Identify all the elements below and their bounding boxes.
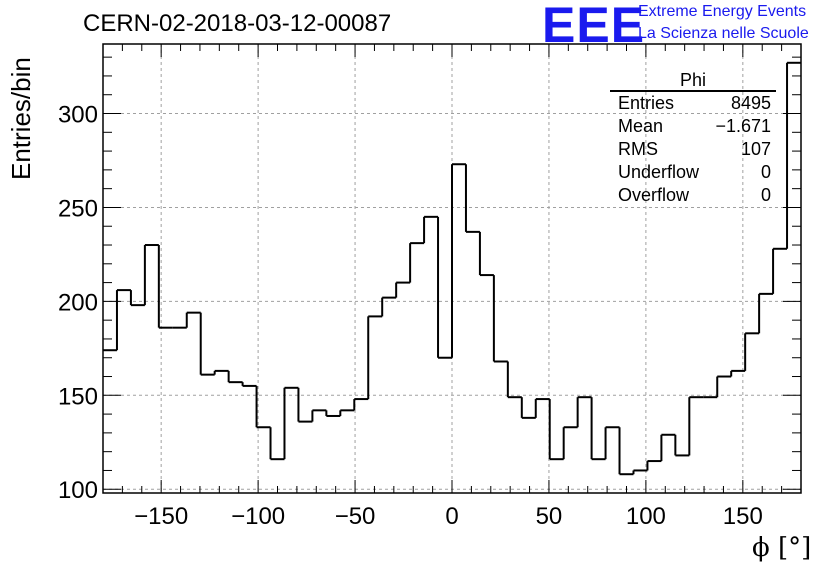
eee-logo: EEE <box>542 0 646 53</box>
stats-row-overflow: Overflow 0 <box>610 184 776 207</box>
stats-value: 107 <box>740 139 771 159</box>
stats-label: Overflow <box>618 185 690 205</box>
y-tick-label: 250 <box>58 195 98 222</box>
stats-label: Mean <box>618 116 664 136</box>
stats-value: 0 <box>760 185 771 205</box>
stats-label: Entries <box>618 93 675 113</box>
run-title: CERN-02-2018-03-12-00087 <box>83 10 392 37</box>
x-tick-label: 0 <box>445 503 458 530</box>
y-tick-label: 200 <box>58 289 98 316</box>
stats-box: Phi Entries 8495 Mean −1.671 RMS 107 Und… <box>610 70 776 207</box>
y-tick-label: 300 <box>58 102 98 129</box>
eee-logo-line1: Extreme Energy Events <box>638 3 807 20</box>
x-tick-label: −100 <box>231 503 285 530</box>
stats-value: −1.671 <box>715 116 771 136</box>
stats-value: 8495 <box>730 93 771 113</box>
eee-logo-line2: La Scienza nelle Scuole <box>638 25 809 42</box>
x-axis-label: ϕ [°] <box>752 533 812 563</box>
stats-row-mean: Mean −1.671 <box>610 115 776 138</box>
stats-row-rms: RMS 107 <box>610 138 776 161</box>
x-tick-label: 150 <box>723 503 763 530</box>
y-axis-label: Entries/bin <box>6 57 36 180</box>
stats-label: Underflow <box>618 162 700 182</box>
y-tick-label: 150 <box>58 383 98 410</box>
stats-row-underflow: Underflow 0 <box>610 161 776 184</box>
stats-label: RMS <box>618 139 658 159</box>
x-tick-label: 50 <box>536 503 563 530</box>
stats-row-entries: Entries 8495 <box>610 92 776 115</box>
stats-value: 0 <box>760 162 771 182</box>
x-tick-label: 100 <box>626 503 666 530</box>
x-tick-label: −150 <box>134 503 188 530</box>
y-tick-label: 100 <box>58 477 98 504</box>
x-tick-label: −50 <box>335 503 376 530</box>
stats-title: Phi <box>610 70 776 92</box>
